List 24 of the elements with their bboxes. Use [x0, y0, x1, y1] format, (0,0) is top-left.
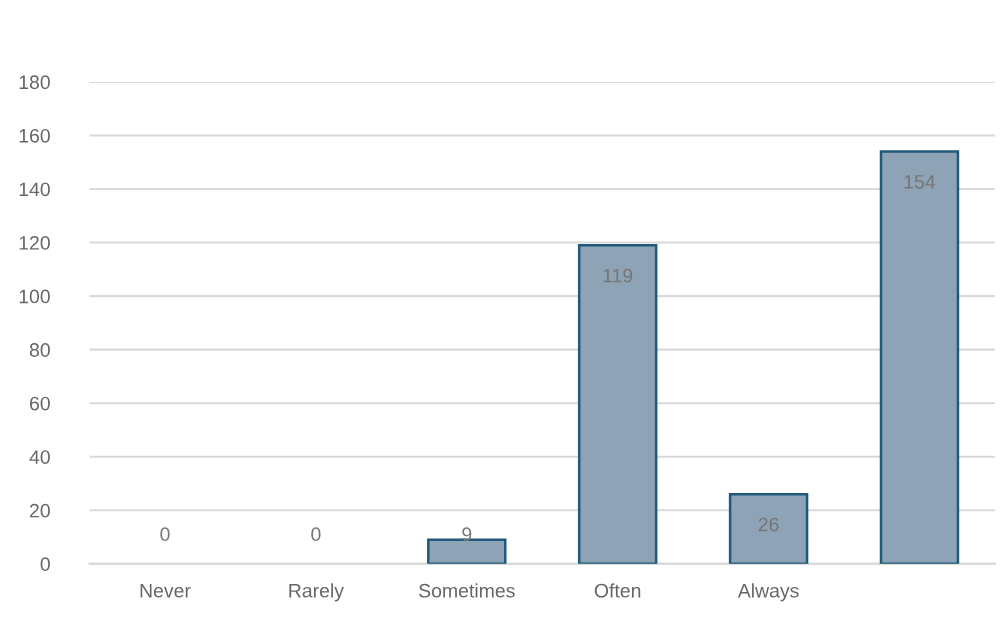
y-tick-label: 60: [30, 396, 50, 411]
data-label: 119: [603, 268, 633, 283]
x-tick-label: Often: [594, 583, 641, 598]
data-label: 0: [311, 527, 321, 542]
bar: [879, 150, 960, 564]
y-tick-label: 160: [19, 128, 50, 143]
y-tick-label: 80: [29, 343, 50, 357]
data-label: 0: [160, 527, 170, 542]
y-tick-label: 0: [40, 557, 50, 572]
y-tick-label: 120: [19, 236, 50, 250]
bar: [577, 243, 658, 564]
y-tick-label: 180: [19, 75, 50, 90]
y-tick-label: 100: [19, 289, 50, 304]
bar: [728, 492, 809, 564]
x-tick-label: Always: [737, 583, 799, 602]
x-tick-label: Rarely: [289, 583, 344, 602]
x-tick-label: Sometimes: [419, 583, 515, 598]
y-tick-label: 140: [19, 182, 50, 197]
data-label: 26: [758, 517, 779, 532]
data-label: 154: [904, 175, 936, 189]
data-label: 9: [462, 527, 472, 542]
y-tick-label: 40: [29, 450, 50, 464]
x-tick-label: Never: [140, 584, 191, 598]
y-tick-label: 20: [30, 503, 50, 518]
